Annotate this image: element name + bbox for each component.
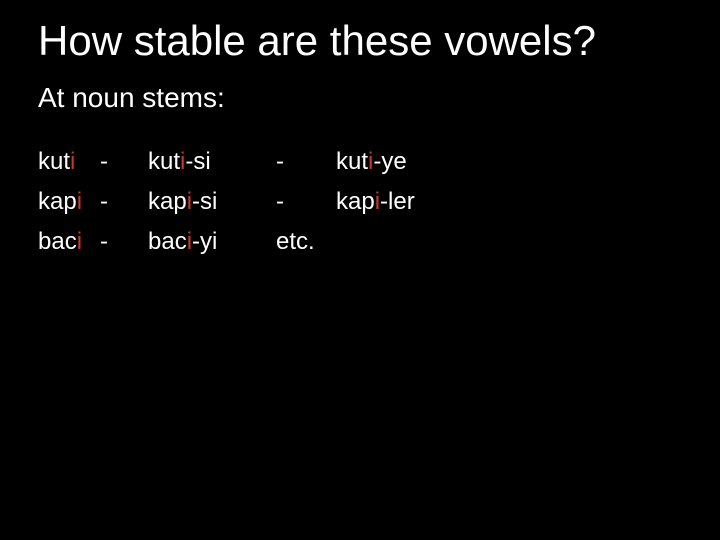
r0c0-pre: kut	[38, 148, 70, 175]
r1c0-pre: kap	[38, 188, 77, 215]
row1-col2: kapi-si	[148, 188, 276, 216]
slide: How stable are these vowels? At noun ste…	[0, 0, 720, 540]
row1-col3: -	[276, 188, 336, 216]
row0-col4: kuti-ye	[336, 148, 476, 176]
row0-col0: kuti	[38, 148, 100, 176]
r0c2-post: -si	[185, 148, 210, 175]
r0c0-red: i	[70, 148, 75, 175]
row2-col1: -	[100, 228, 148, 256]
r2c0-red: i	[77, 228, 82, 255]
r0c4-post: -ye	[373, 148, 406, 175]
row1-col0: kapi	[38, 188, 100, 216]
r1c2-pre: kap	[148, 188, 187, 215]
row0-col3: -	[276, 148, 336, 176]
vowel-grid: kuti - kuti-si - kuti-ye kapi - kapi-si …	[38, 148, 702, 256]
r2c2-pre: bac	[148, 228, 187, 255]
row0-col2: kuti-si	[148, 148, 276, 176]
r1c0-red: i	[77, 188, 82, 215]
r2c2-post: -yi	[192, 228, 217, 255]
slide-title: How stable are these vowels?	[38, 18, 702, 64]
r1c2-post: -si	[192, 188, 217, 215]
row0-col1: -	[100, 148, 148, 176]
row1-col4: kapi-ler	[336, 188, 476, 216]
r0c4-pre: kut	[336, 148, 368, 175]
row2-col2: baci-yi	[148, 228, 276, 256]
slide-subtitle: At noun stems:	[38, 82, 702, 114]
row2-col0: baci	[38, 228, 100, 256]
row2-col4	[336, 228, 476, 256]
r2c0-pre: bac	[38, 228, 77, 255]
row2-col3: etc.	[276, 228, 336, 256]
r0c2-pre: kut	[148, 148, 180, 175]
row1-col1: -	[100, 188, 148, 216]
r1c4-post: -ler	[380, 188, 415, 215]
r1c4-pre: kap	[336, 188, 375, 215]
